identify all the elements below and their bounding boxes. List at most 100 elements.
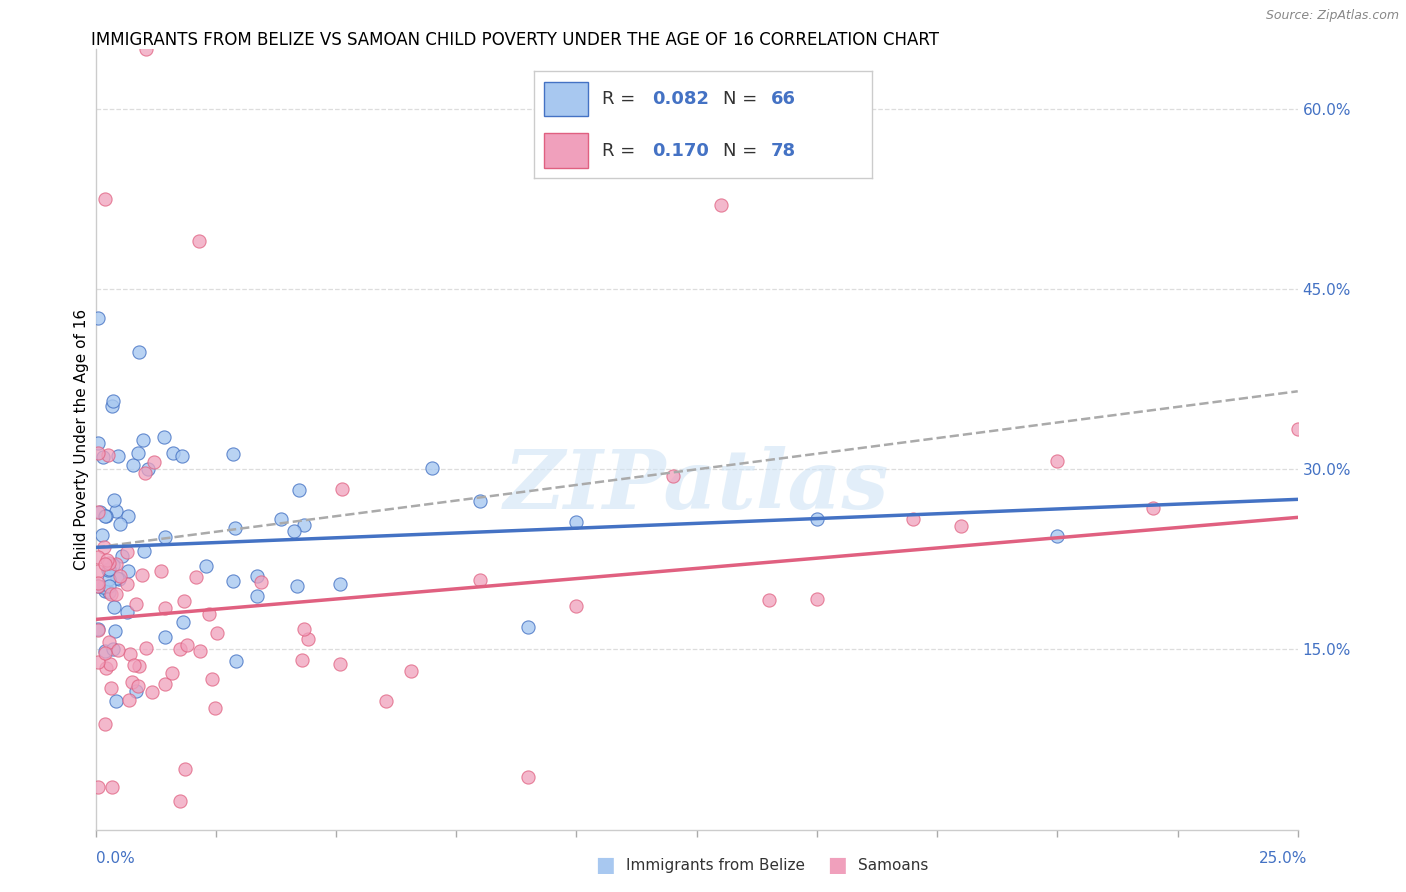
Point <box>184 570 207 584</box>
Point <box>661 469 683 483</box>
Point <box>91 528 114 542</box>
Point <box>127 445 149 459</box>
Point <box>117 564 139 578</box>
Point <box>517 770 540 784</box>
Point <box>246 590 269 604</box>
Point <box>124 597 146 611</box>
Point <box>94 661 117 675</box>
Point <box>169 794 191 808</box>
Point <box>517 620 540 634</box>
Point <box>104 694 127 708</box>
Point <box>205 625 228 640</box>
Point <box>97 561 120 575</box>
Point <box>121 458 143 473</box>
Text: ZIPatlas: ZIPatlas <box>503 446 890 526</box>
Point <box>115 577 138 591</box>
Point <box>105 571 128 585</box>
Text: Source: ZipAtlas.com: Source: ZipAtlas.com <box>1265 9 1399 22</box>
Point <box>94 646 117 660</box>
Point <box>87 576 110 591</box>
Point <box>91 450 114 464</box>
Text: IMMIGRANTS FROM BELIZE VS SAMOAN CHILD POVERTY UNDER THE AGE OF 16 CORRELATION C: IMMIGRANTS FROM BELIZE VS SAMOAN CHILD P… <box>91 31 939 49</box>
Point <box>285 579 308 593</box>
Text: 78: 78 <box>770 142 796 160</box>
Point <box>135 641 157 656</box>
Point <box>153 630 176 644</box>
Point <box>87 549 110 564</box>
Point <box>87 623 110 637</box>
Point <box>94 509 117 524</box>
Point <box>283 524 305 539</box>
Point <box>292 622 315 636</box>
Point <box>160 665 183 680</box>
Text: R =: R = <box>602 90 641 108</box>
Point <box>94 717 117 731</box>
Point <box>103 394 125 409</box>
Point <box>1046 453 1069 467</box>
Point <box>1046 529 1069 543</box>
Point <box>329 577 352 591</box>
Point <box>1142 500 1164 515</box>
Point <box>93 192 115 206</box>
Point <box>108 568 131 582</box>
Point <box>94 644 117 658</box>
Point <box>101 399 124 413</box>
Point <box>565 515 588 529</box>
Point <box>87 565 110 579</box>
Point <box>118 693 141 707</box>
Point <box>98 585 121 599</box>
Point <box>117 509 139 524</box>
Point <box>107 572 129 586</box>
Point <box>87 436 110 450</box>
Point <box>330 482 353 496</box>
Point <box>104 557 127 571</box>
Text: N =: N = <box>723 142 763 160</box>
Point <box>288 483 311 497</box>
Point <box>187 234 209 248</box>
Text: R =: R = <box>602 142 641 160</box>
Point <box>105 587 128 601</box>
Point <box>204 700 226 714</box>
Point <box>100 780 122 795</box>
Point <box>107 642 129 657</box>
Point <box>758 592 780 607</box>
Bar <box>544 134 588 168</box>
Point <box>97 556 120 570</box>
Point <box>134 467 156 481</box>
Point <box>375 694 398 708</box>
Point <box>87 655 110 669</box>
Point <box>249 575 271 590</box>
Point <box>97 563 120 577</box>
Point <box>901 512 924 526</box>
Text: 25.0%: 25.0% <box>1260 851 1308 865</box>
Point <box>96 448 118 462</box>
Point <box>399 664 422 678</box>
Point <box>173 594 195 608</box>
Point <box>806 592 828 607</box>
Point <box>96 553 118 567</box>
Text: N =: N = <box>723 90 763 108</box>
Point <box>565 599 588 613</box>
Point <box>104 624 127 638</box>
Point <box>127 679 149 693</box>
Point <box>152 430 174 444</box>
Point <box>176 639 198 653</box>
Point <box>103 599 125 614</box>
Y-axis label: Child Poverty Under the Age of 16: Child Poverty Under the Age of 16 <box>75 309 89 570</box>
Point <box>124 684 146 698</box>
Point <box>89 505 111 519</box>
Point <box>222 574 245 589</box>
Point <box>1286 422 1309 436</box>
Point <box>246 569 269 583</box>
Text: 0.170: 0.170 <box>652 142 709 160</box>
Point <box>104 504 127 518</box>
Point <box>87 445 110 459</box>
Point <box>224 521 246 535</box>
Point <box>141 684 163 698</box>
Point <box>115 545 138 559</box>
Point <box>292 518 315 533</box>
Point <box>143 455 166 469</box>
Point <box>115 605 138 619</box>
Point <box>101 558 124 573</box>
Point <box>100 681 122 695</box>
